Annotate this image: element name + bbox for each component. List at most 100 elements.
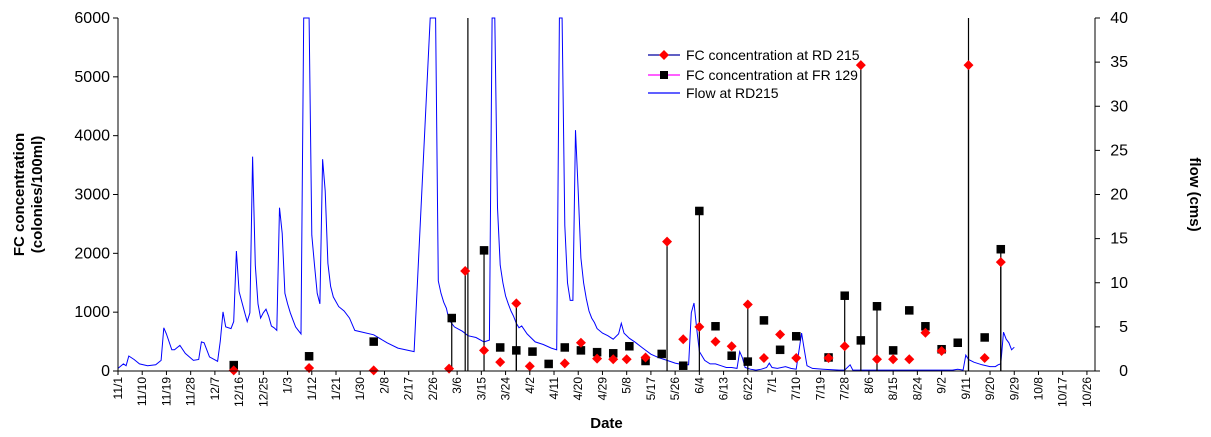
x-tick-label: 5/8 xyxy=(620,377,634,394)
x-tick-label: 11/19 xyxy=(159,377,173,406)
y-tick-label: 0 xyxy=(101,363,110,380)
x-tick-label: 12/7 xyxy=(208,377,222,401)
x-tick-label: 5/17 xyxy=(644,377,658,401)
rd215-diamond-point xyxy=(608,354,619,365)
x-tick-label: 8/15 xyxy=(886,377,900,401)
legend-rd215-marker xyxy=(659,50,669,60)
x-axis-title: Date xyxy=(590,415,623,432)
fr129-square-point xyxy=(888,346,898,355)
fr129-square-point xyxy=(791,332,801,341)
rd215-diamond-point xyxy=(888,354,899,365)
x-tick-label: 7/28 xyxy=(838,377,852,401)
y-axis-title: FC concentration(colonies/100ml) xyxy=(11,133,46,256)
x-tick-label: 3/6 xyxy=(450,377,464,394)
rd215-diamond-point xyxy=(575,337,586,348)
fr129-square-point xyxy=(856,336,866,345)
legend-fr129-marker xyxy=(660,71,668,79)
x-tick-label: 3/15 xyxy=(474,377,488,401)
x-tick-label: 11/1 xyxy=(111,377,125,400)
fr129-square-point xyxy=(711,322,720,331)
rd215-diamond-point xyxy=(678,334,689,345)
x-tick-label: 6/22 xyxy=(741,377,755,401)
legend: FC concentration at RD 215 FC concentrati… xyxy=(648,47,860,101)
fr129-square-point xyxy=(304,352,314,361)
rd215-diamond-point xyxy=(775,329,786,340)
stem-lines xyxy=(451,65,1002,371)
y-tick-label: 2000 xyxy=(74,245,110,262)
fr129-square-point xyxy=(996,244,1006,254)
rd215-diamond-point xyxy=(662,236,673,247)
rd215-diamond-point xyxy=(839,341,850,352)
x-tick-label: 1/12 xyxy=(305,377,319,401)
x-tick-label: 10/8 xyxy=(1031,377,1045,401)
y2-axis-title: flow (cms) xyxy=(1186,157,1203,231)
fr129-square-point xyxy=(369,337,378,346)
rd215-diamond-point xyxy=(304,363,315,374)
fr129-square-point xyxy=(840,291,849,300)
rd215-diamond-point xyxy=(936,345,947,356)
y2-tick-label: 15 xyxy=(1110,231,1128,248)
fr129-square-point xyxy=(560,343,570,352)
x-tick-label: 1/21 xyxy=(329,377,343,401)
y-tick-label: 4000 xyxy=(74,128,110,145)
x-tick-label: 1/3 xyxy=(281,377,295,394)
y-axis-title-line: FC concentration xyxy=(11,133,28,256)
fr129-square-point xyxy=(743,357,753,366)
x-tick-label: 9/2 xyxy=(935,377,949,394)
rd215-diamond-point xyxy=(871,354,882,365)
x-tick-label: 11/10 xyxy=(135,377,149,406)
x-tick-label: 4/2 xyxy=(523,377,537,394)
x-tick-label: 9/11 xyxy=(959,377,973,400)
rd215-diamond-point xyxy=(460,265,471,276)
fr129-square-point xyxy=(695,206,704,216)
y2-tick-label: 30 xyxy=(1110,98,1128,115)
x-tick-label: 2/8 xyxy=(377,377,391,394)
fr129-square-point xyxy=(512,346,521,355)
rd215-diamond-point xyxy=(979,353,990,364)
y-tick-label: 3000 xyxy=(74,187,110,204)
x-tick-label: 7/19 xyxy=(813,377,827,401)
rd215-diamond-point xyxy=(495,357,506,368)
flow-series xyxy=(117,17,1015,371)
rd215-diamond-point xyxy=(995,257,1006,268)
rd215-diamond-point xyxy=(963,60,974,71)
fr129-square-point xyxy=(759,316,769,325)
y-tick-label: 6000 xyxy=(74,10,110,27)
x-tick-label: 3/24 xyxy=(499,377,513,401)
x-tick-label: 6/13 xyxy=(717,377,731,401)
fr129-square-point xyxy=(980,333,989,342)
fr129-square-point xyxy=(625,342,634,351)
x-tick-label: 5/26 xyxy=(668,377,682,401)
rd215-diamond-point xyxy=(904,354,915,365)
y2-tick-label: 20 xyxy=(1110,187,1128,204)
x-tick-label: 8/24 xyxy=(910,377,924,401)
x-tick-label: 2/17 xyxy=(402,377,416,401)
rd215-diamond-point xyxy=(823,353,834,364)
rd215-diamond-point xyxy=(479,345,490,356)
legend-rd215-label: FC concentration at RD 215 xyxy=(686,47,860,63)
x-tick-label: 8/6 xyxy=(862,377,876,394)
x-tick-label: 2/26 xyxy=(426,377,440,401)
fr129-square-point xyxy=(544,359,553,369)
rd215-diamond-point xyxy=(791,353,802,364)
fr129-square-point xyxy=(657,349,666,359)
fr129-square-point xyxy=(495,343,505,352)
y2-tick-label: 35 xyxy=(1110,54,1128,71)
rd215-diamond-point xyxy=(592,353,603,364)
rd215-diamond-point xyxy=(920,327,931,338)
rd215-diamond-point xyxy=(368,365,379,376)
rd215-diamond-point xyxy=(444,363,455,374)
rd215-diamond-point xyxy=(742,299,753,310)
y-axis-title-line: (colonies/100ml) xyxy=(29,136,46,254)
rd215-diamond-point xyxy=(640,352,651,363)
y2-tick-label: 5 xyxy=(1119,319,1128,336)
rd215-diamond-point xyxy=(228,365,239,376)
x-tick-label: 7/10 xyxy=(789,377,803,401)
y2-tick-label: 25 xyxy=(1110,142,1128,159)
concentration-markers xyxy=(228,60,1006,376)
fr129-square-point xyxy=(447,313,456,323)
fr129-square-point xyxy=(905,306,914,315)
rd215-diamond-point xyxy=(559,358,570,369)
rd215-diamond-point xyxy=(621,354,632,365)
